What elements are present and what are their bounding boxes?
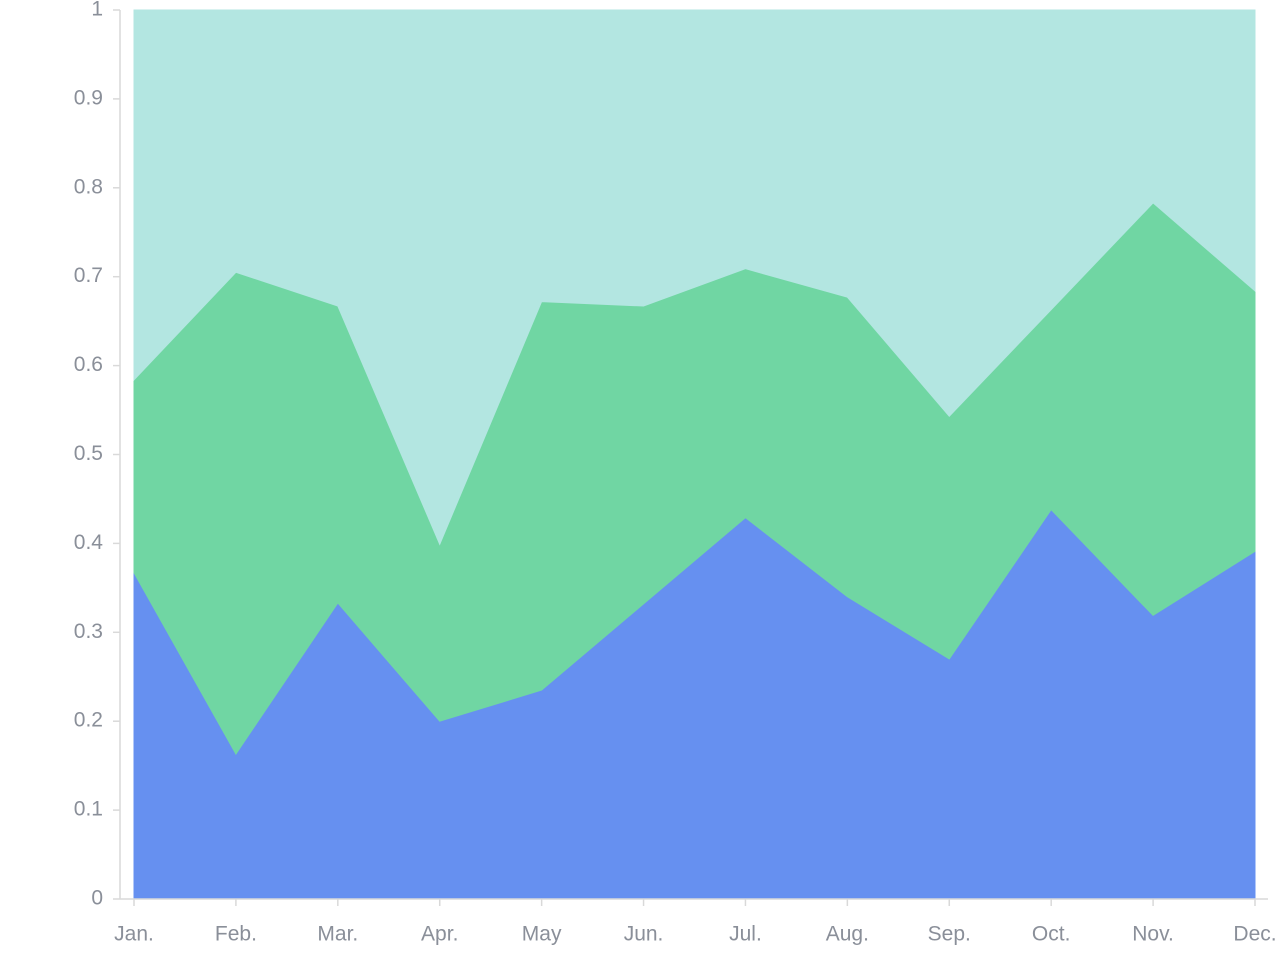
x-tick-label: Feb. [215,923,257,946]
y-tick-label: 0.7 [74,264,103,287]
area [133,9,1256,546]
x-tick-label: Oct. [1032,923,1071,946]
y-tick-label: 0.2 [74,709,103,732]
x-tick-label: Jan. [114,923,154,946]
y-tick-label: 0.4 [74,531,104,554]
x-tick-label: Aug. [826,923,869,946]
x-tick-label: Jul. [729,923,762,946]
x-tick-label: Apr. [421,923,458,946]
x-tick-label: Jun. [624,923,664,946]
y-tick-label: 0.8 [74,175,103,198]
y-tick-label: 0.1 [74,798,103,821]
y-tick-label: 0.6 [74,353,103,376]
y-tick-label: 0.3 [74,620,103,643]
x-tick-label: Dec. [1233,923,1276,946]
y-tick-label: 0.9 [74,86,103,109]
y-tick-label: 1 [91,0,103,21]
x-tick-label: May [522,923,562,946]
y-tick-label: 0.5 [74,442,103,465]
x-tick-label: Mar. [317,923,358,946]
x-tick-label: Sep. [928,923,971,946]
y-tick-label: 0 [91,887,103,910]
x-tick-label: Nov. [1132,923,1174,946]
